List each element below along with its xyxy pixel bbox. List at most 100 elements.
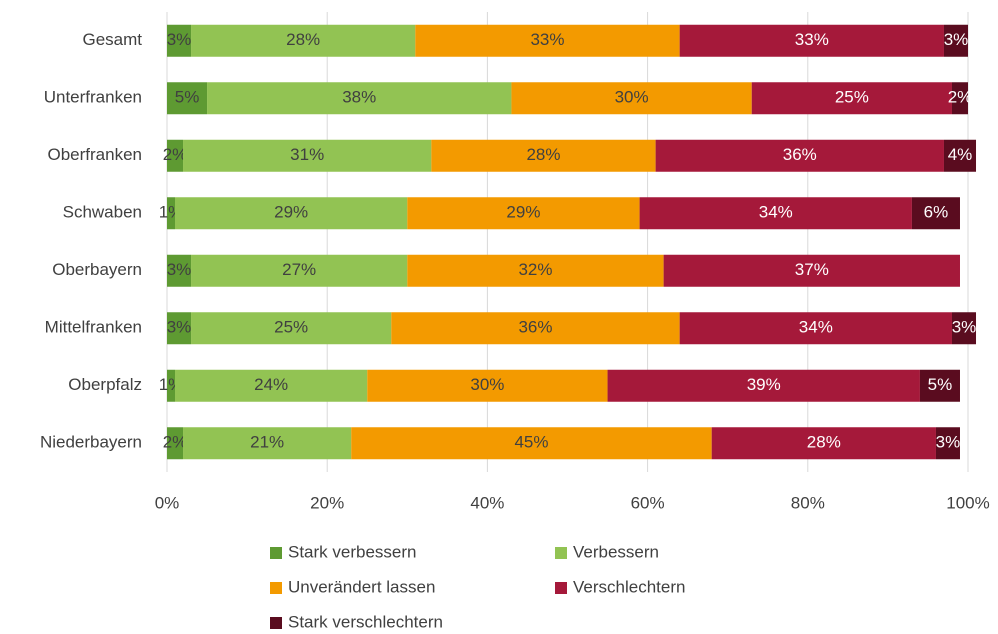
bar-segment xyxy=(167,82,208,115)
data-label: 25% xyxy=(274,318,308,337)
y-tick-label: Mittelfranken xyxy=(45,318,142,337)
bar-segment xyxy=(167,139,184,172)
bar-segment xyxy=(407,197,640,230)
bar-segment xyxy=(191,312,392,345)
data-label: 36% xyxy=(518,318,552,337)
data-label: 3% xyxy=(167,318,192,337)
bar-segment xyxy=(751,82,952,115)
data-label: 27% xyxy=(282,260,316,279)
data-label: 34% xyxy=(759,203,793,222)
bar-segment xyxy=(167,312,192,345)
data-label: 2% xyxy=(163,433,188,452)
legend-label: Stark verbessern xyxy=(288,542,417,561)
bar-segment xyxy=(511,82,752,115)
legend-swatch xyxy=(270,547,282,559)
bar-segment xyxy=(351,427,712,460)
data-label: 21% xyxy=(250,433,284,452)
y-tick-label: Gesamt xyxy=(82,30,142,49)
data-label: 3% xyxy=(952,318,977,337)
bar-segment xyxy=(183,139,432,172)
bar-segment xyxy=(911,197,960,230)
data-label: 38% xyxy=(342,88,376,107)
data-label: 6% xyxy=(924,203,949,222)
legend-swatch xyxy=(555,582,567,594)
data-label: 29% xyxy=(274,203,308,222)
data-label: 28% xyxy=(526,145,560,164)
bar-segment xyxy=(431,139,656,172)
x-tick-label: 100% xyxy=(946,493,989,512)
bar-segment xyxy=(943,139,977,172)
data-label: 32% xyxy=(518,260,552,279)
bar-segment xyxy=(935,427,960,460)
bar-segment xyxy=(655,139,944,172)
y-tick-label: Oberpfalz xyxy=(68,375,142,394)
legend-swatch xyxy=(555,547,567,559)
bar-segment xyxy=(607,369,920,402)
legend-swatch xyxy=(270,582,282,594)
bar-segment xyxy=(679,312,952,345)
bar-segment xyxy=(679,24,944,57)
data-label: 2% xyxy=(163,145,188,164)
data-label: 33% xyxy=(530,30,564,49)
data-label: 30% xyxy=(615,88,649,107)
bar-segment xyxy=(367,369,608,402)
data-label: 30% xyxy=(470,375,504,394)
data-label: 28% xyxy=(286,30,320,49)
bar-segment xyxy=(167,24,192,57)
bar-segment xyxy=(943,24,968,57)
bar-segment xyxy=(407,254,664,287)
bar-segment xyxy=(919,369,960,402)
bar-segment xyxy=(167,254,192,287)
bar-segment xyxy=(415,24,680,57)
bar-segment xyxy=(183,427,352,460)
bar-segment xyxy=(167,369,176,402)
data-label: 34% xyxy=(799,318,833,337)
bar-segment xyxy=(639,197,912,230)
bar-segment xyxy=(167,427,184,460)
y-tick-label: Oberfranken xyxy=(48,145,143,164)
legend-label: Verschlechtern xyxy=(573,577,685,596)
data-label: 45% xyxy=(514,433,548,452)
data-label: 39% xyxy=(747,375,781,394)
y-tick-label: Unterfranken xyxy=(44,88,142,107)
data-label: 3% xyxy=(936,433,961,452)
bar-segment xyxy=(207,82,512,115)
bar-segment xyxy=(167,197,176,230)
data-label: 3% xyxy=(167,30,192,49)
data-label: 25% xyxy=(835,88,869,107)
legend-label: Verbessern xyxy=(573,542,659,561)
data-label: 5% xyxy=(175,88,200,107)
bar-segment xyxy=(175,369,368,402)
bar-segment xyxy=(391,312,680,345)
x-tick-label: 40% xyxy=(470,493,504,512)
bar-segment xyxy=(951,312,977,345)
legend-swatch xyxy=(270,617,282,629)
y-tick-label: Oberbayern xyxy=(52,260,142,279)
legend-label: Stark verschlechtern xyxy=(288,612,443,631)
bar-segment xyxy=(175,197,408,230)
x-tick-label: 60% xyxy=(631,493,665,512)
bar-segment xyxy=(711,427,936,460)
x-tick-label: 80% xyxy=(791,493,825,512)
data-label: 3% xyxy=(944,30,969,49)
data-label: 28% xyxy=(807,433,841,452)
x-tick-label: 0% xyxy=(155,493,180,512)
data-label: 33% xyxy=(795,30,829,49)
legend-label: Unverändert lassen xyxy=(288,577,435,596)
data-label: 29% xyxy=(506,203,540,222)
data-label: 4% xyxy=(948,145,973,164)
y-tick-label: Schwaben xyxy=(63,203,142,222)
bar-segment xyxy=(191,254,408,287)
data-label: 2% xyxy=(948,88,973,107)
bar-segment xyxy=(191,24,416,57)
data-label: 5% xyxy=(928,375,953,394)
data-label: 3% xyxy=(167,260,192,279)
data-label: 31% xyxy=(290,145,324,164)
y-tick-label: Niederbayern xyxy=(40,433,142,452)
bar-segment xyxy=(663,254,960,287)
data-label: 37% xyxy=(795,260,829,279)
data-label: 36% xyxy=(783,145,817,164)
bar-segment xyxy=(951,82,968,115)
x-tick-label: 20% xyxy=(310,493,344,512)
